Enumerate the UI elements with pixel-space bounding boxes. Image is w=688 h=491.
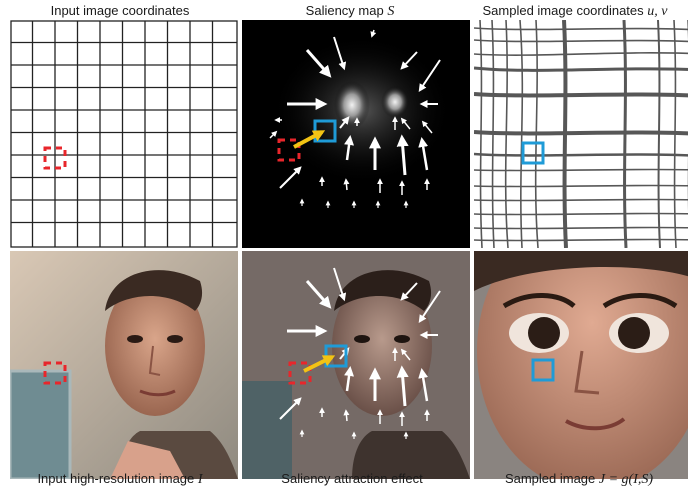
caption-input-image-text: Input high-resolution image [37, 471, 198, 486]
caption-sampled-coords-text: Sampled image coordinates [482, 3, 648, 18]
white-vector-arrows [269, 29, 441, 208]
caption-sampled-image: Sampled image J = g(I,S) [470, 471, 688, 488]
dashed-square-icon [43, 146, 67, 170]
yellow-arrow-icon [303, 355, 336, 373]
blue-square-icon [531, 358, 555, 382]
dashed-square-icon [277, 138, 301, 162]
caption-input-coordinates: Input image coordinates [0, 3, 240, 19]
panel-sampled-grid [474, 20, 688, 248]
caption-saliency-symbol: S [387, 4, 395, 19]
panel-input-grid [10, 20, 238, 248]
caption-input-image-symbol: I [197, 472, 203, 487]
caption-input-image: Input high-resolution image I [0, 471, 240, 488]
caption-attraction-effect: Saliency attraction effect [232, 471, 472, 487]
caption-sampled-image-formula: J = g(I,S) [598, 472, 654, 487]
panel-attraction-effect [242, 251, 470, 479]
panel-sampled-image [474, 251, 688, 479]
caption-saliency-text: Saliency map [305, 3, 388, 18]
dashed-square-icon [288, 361, 312, 385]
caption-attraction-text: Saliency attraction effect [281, 471, 423, 486]
dashed-square-icon [43, 361, 67, 385]
blue-square-icon [521, 141, 545, 165]
panel-saliency-map [242, 20, 470, 248]
caption-sampled-image-text: Sampled image [504, 471, 599, 486]
yellow-arrow-icon [293, 130, 326, 149]
caption-sampled-coords-symbol: u, v [647, 4, 668, 19]
caption-input-coordinates-text: Input image coordinates [50, 3, 190, 18]
caption-saliency-map: Saliency map S [230, 3, 470, 20]
caption-sampled-coordinates: Sampled image coordinates u, v [462, 3, 688, 20]
panel-input-image [10, 251, 238, 479]
